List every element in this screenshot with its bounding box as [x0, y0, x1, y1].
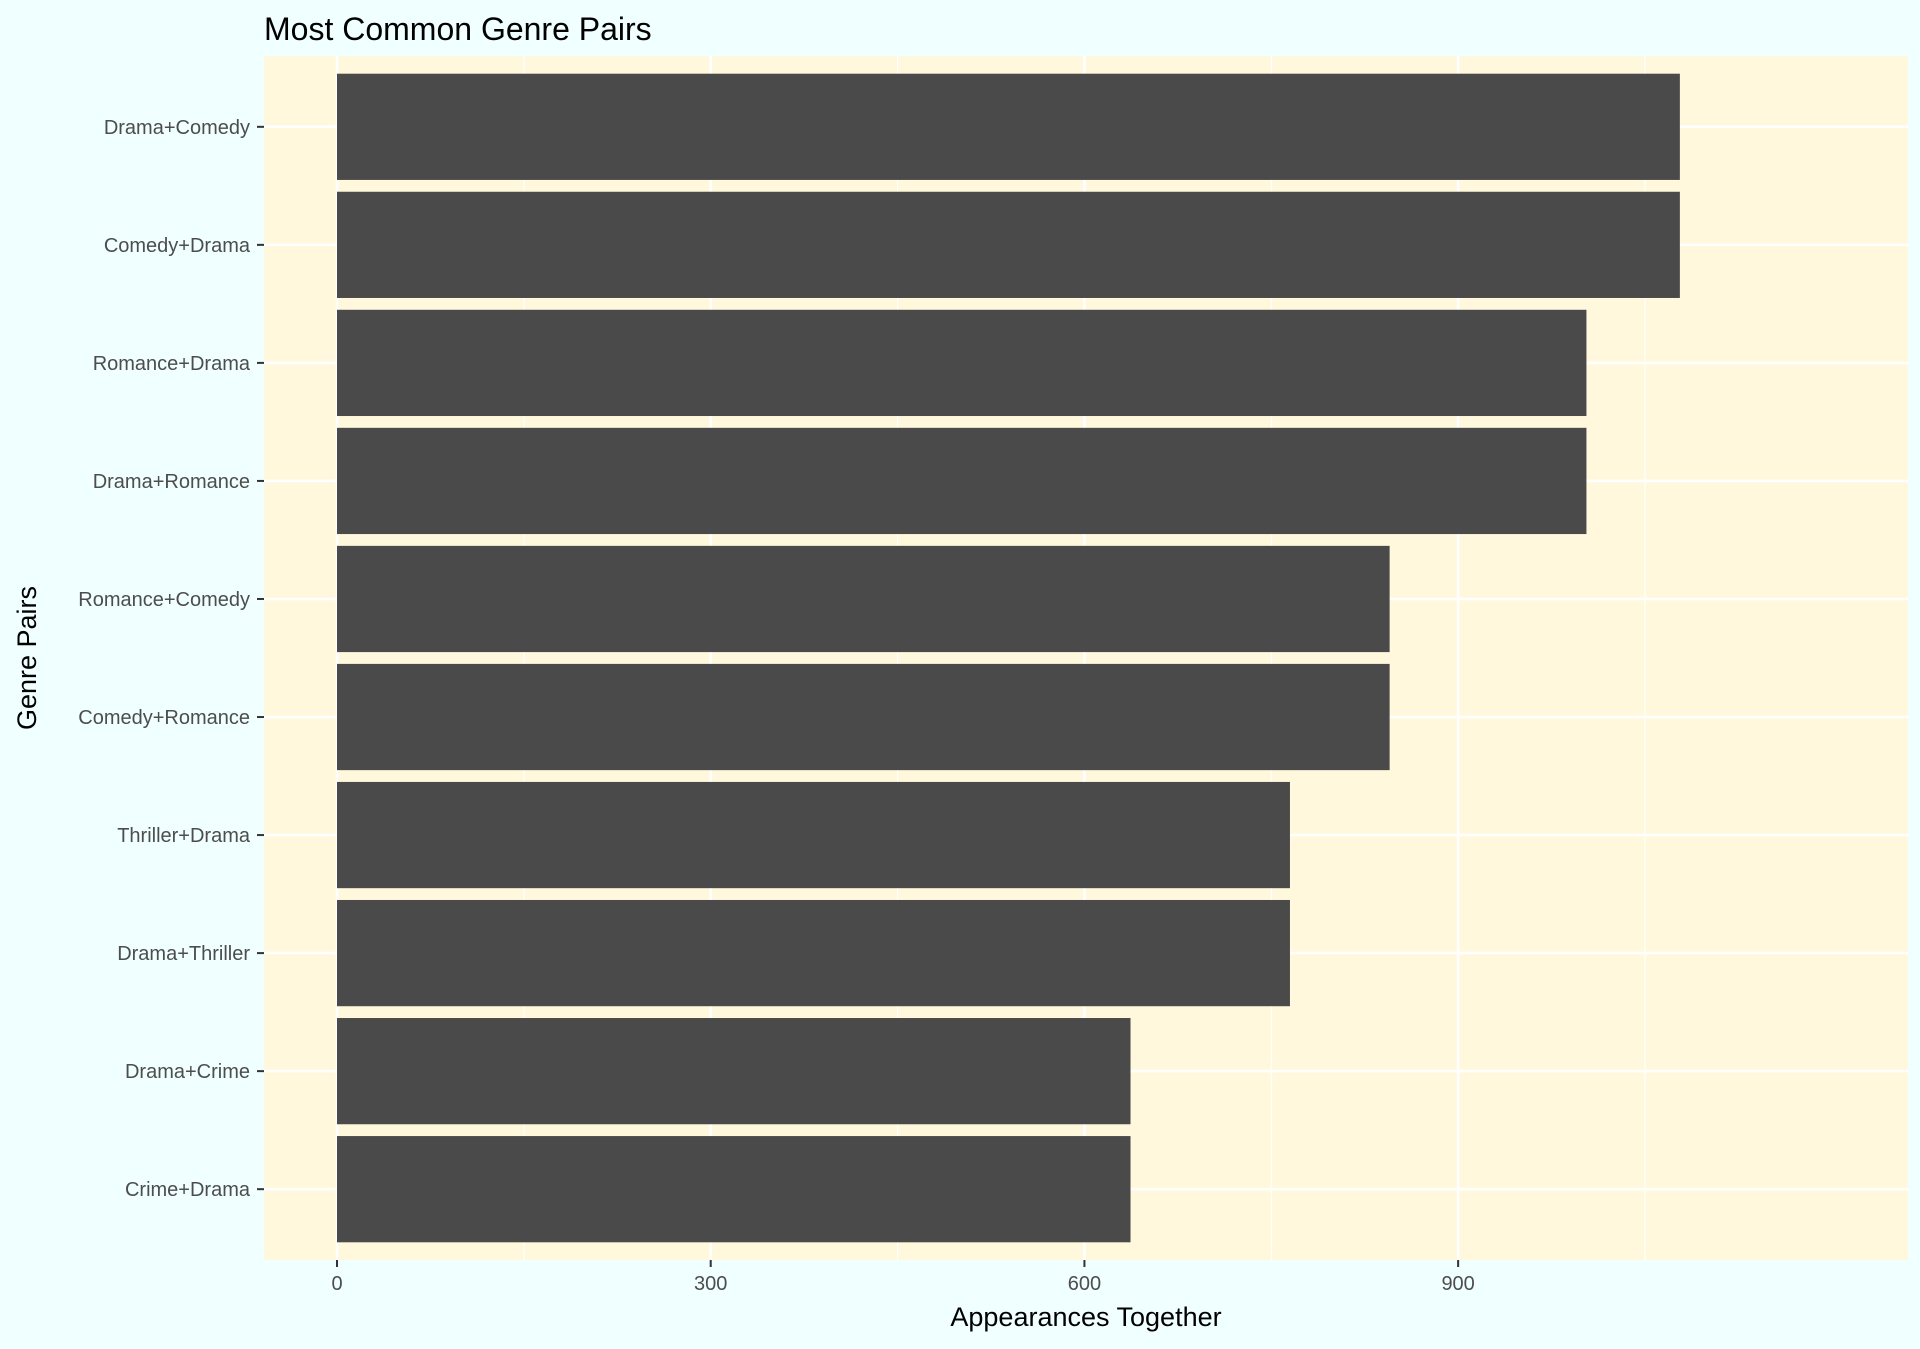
- x-tick-label: 900: [1441, 1273, 1474, 1295]
- x-tick-label: 600: [1068, 1273, 1101, 1295]
- y-tick-label: Comedy+Romance: [78, 707, 250, 729]
- bar-drama-crime: [337, 1018, 1131, 1125]
- x-axis-title: Appearances Together: [950, 1302, 1221, 1332]
- y-tick-label: Crime+Drama: [125, 1179, 251, 1201]
- y-tick-label: Comedy+Drama: [104, 235, 251, 257]
- bar-comedy-romance: [337, 663, 1390, 771]
- y-tick-label: Drama+Crime: [125, 1061, 250, 1083]
- y-tick-label: Romance+Comedy: [78, 589, 250, 611]
- y-tick-label: Thriller+Drama: [117, 825, 251, 847]
- y-tick-label: Romance+Drama: [93, 353, 251, 375]
- chart-title: Most Common Genre Pairs: [264, 11, 652, 47]
- bar-crime-drama: [337, 1136, 1131, 1243]
- y-tick-label: Drama+Thriller: [117, 943, 250, 965]
- y-axis-title: Genre Pairs: [12, 586, 42, 730]
- bar-thriller-drama: [337, 781, 1290, 889]
- y-axis: Drama+Comedy Comedy+Drama Romance+Drama Dra…: [78, 117, 264, 1201]
- bar-drama-comedy: [337, 73, 1680, 180]
- y-tick-label: Drama+Romance: [93, 471, 250, 493]
- bar-drama-romance: [337, 427, 1587, 535]
- x-tick-label: 0: [331, 1273, 342, 1295]
- bars-group: [337, 73, 1680, 1243]
- bar-comedy-drama: [337, 191, 1680, 298]
- x-axis: 0 300 600 900: [331, 1260, 1475, 1295]
- x-tick-label: 300: [694, 1273, 727, 1295]
- bar-drama-thriller: [337, 899, 1290, 1007]
- bar-romance-drama: [337, 309, 1587, 417]
- y-tick-label: Drama+Comedy: [104, 117, 250, 139]
- bar-romance-comedy: [337, 545, 1390, 653]
